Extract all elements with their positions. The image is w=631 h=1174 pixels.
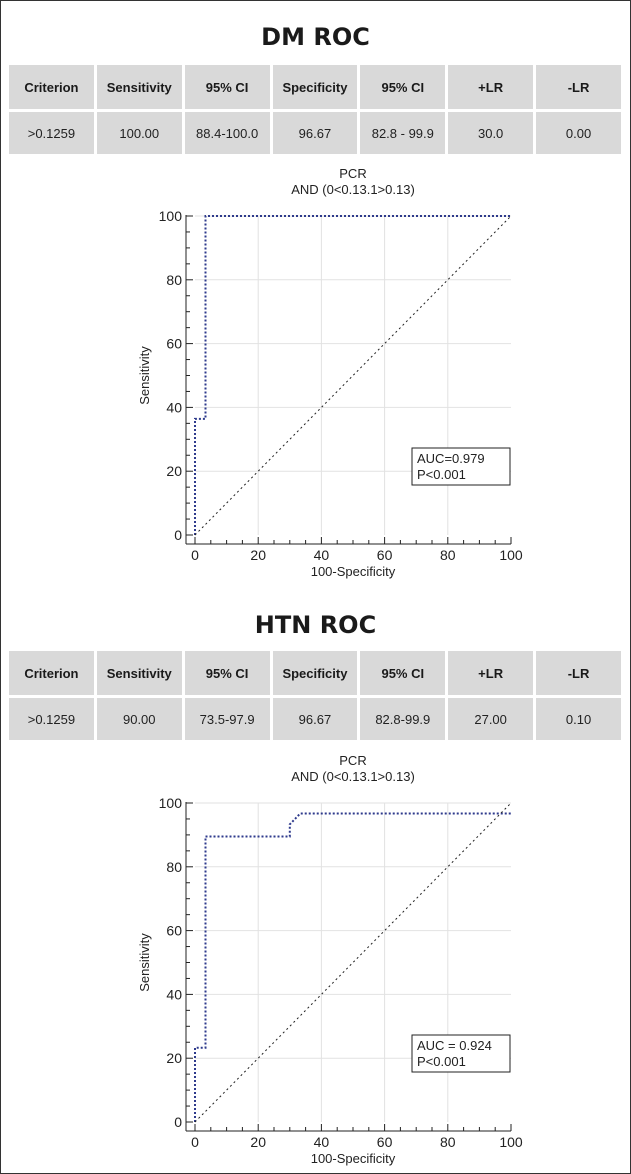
y-tick-label: 80 bbox=[166, 272, 182, 288]
y-tick-label: 100 bbox=[159, 795, 183, 811]
auc-label: AUC = 0.924 bbox=[417, 1038, 492, 1053]
cell-sensitivity-ci: 88.4-100.0 bbox=[184, 112, 270, 154]
header-sensitivity-ci: 95% CI bbox=[184, 651, 270, 695]
annotation-box bbox=[411, 447, 511, 486]
chart-title: PCR bbox=[339, 166, 366, 181]
y-tick-label: 20 bbox=[166, 463, 182, 479]
header-plus-lr: +LR bbox=[448, 651, 534, 695]
cell-plus-lr: 27.00 bbox=[448, 698, 534, 740]
cell-criterion: >0.1259 bbox=[9, 698, 94, 740]
reference-diagonal bbox=[194, 215, 512, 536]
annotation-box bbox=[411, 1034, 511, 1073]
auc-label: AUC=0.979 bbox=[417, 451, 485, 466]
p-value-label: P<0.001 bbox=[417, 1054, 466, 1069]
y-tick-label: 100 bbox=[159, 208, 183, 224]
x-axis-label: 100-Specificity bbox=[311, 564, 396, 579]
x-tick-label: 100 bbox=[499, 547, 523, 563]
htn-stats-table: Criterion Sensitivity 95% CI Specificity… bbox=[6, 648, 624, 743]
chart-subtitle: AND (0<0.13.1>0.13) bbox=[291, 769, 415, 784]
reference-diagonal bbox=[194, 802, 512, 1123]
y-axis-label: Sensitivity bbox=[137, 346, 152, 405]
x-tick-label: 40 bbox=[314, 1134, 330, 1150]
table-row: >0.1259 100.00 88.4-100.0 96.67 82.8 - 9… bbox=[9, 112, 621, 154]
x-tick-label: 60 bbox=[377, 547, 393, 563]
cell-plus-lr: 30.0 bbox=[448, 112, 534, 154]
cell-minus-lr: 0.10 bbox=[536, 698, 621, 740]
cell-sensitivity: 100.00 bbox=[96, 112, 182, 154]
x-tick-label: 0 bbox=[191, 547, 199, 563]
cell-specificity: 96.67 bbox=[272, 698, 358, 740]
p-value-label: P<0.001 bbox=[417, 467, 466, 482]
table-header-row: Criterion Sensitivity 95% CI Specificity… bbox=[9, 651, 621, 695]
chart-title: PCR bbox=[339, 753, 366, 768]
roc-curve bbox=[194, 812, 511, 1122]
x-tick-label: 40 bbox=[314, 547, 330, 563]
x-axis-label: 100-Specificity bbox=[311, 1151, 396, 1166]
header-minus-lr: -LR bbox=[536, 651, 621, 695]
y-tick-label: 20 bbox=[166, 1050, 182, 1066]
chart-subtitle: AND (0<0.13.1>0.13) bbox=[291, 182, 415, 197]
header-plus-lr: +LR bbox=[448, 65, 534, 109]
y-tick-label: 0 bbox=[174, 527, 182, 543]
cell-specificity-ci: 82.8 - 99.9 bbox=[360, 112, 446, 154]
header-sensitivity-ci: 95% CI bbox=[184, 65, 270, 109]
header-specificity: Specificity bbox=[272, 651, 358, 695]
table-row: >0.1259 90.00 73.5-97.9 96.67 82.8-99.9 … bbox=[9, 698, 621, 740]
y-tick-label: 60 bbox=[166, 923, 182, 939]
y-axis-label: Sensitivity bbox=[137, 933, 152, 992]
header-specificity-ci: 95% CI bbox=[360, 65, 446, 109]
cell-minus-lr: 0.00 bbox=[536, 112, 621, 154]
dm-section-title: DM ROC bbox=[261, 23, 370, 51]
cell-sensitivity-ci: 73.5-97.9 bbox=[184, 698, 270, 740]
dm-stats-table: Criterion Sensitivity 95% CI Specificity… bbox=[6, 62, 624, 157]
y-tick-label: 80 bbox=[166, 859, 182, 875]
x-tick-label: 20 bbox=[250, 1134, 266, 1150]
header-criterion: Criterion bbox=[9, 65, 94, 109]
y-tick-label: 40 bbox=[166, 986, 182, 1002]
header-sensitivity: Sensitivity bbox=[96, 651, 182, 695]
cell-specificity-ci: 82.8-99.9 bbox=[360, 698, 446, 740]
cell-sensitivity: 90.00 bbox=[96, 698, 182, 740]
roc-curve bbox=[194, 215, 511, 535]
header-criterion: Criterion bbox=[9, 651, 94, 695]
x-tick-label: 80 bbox=[440, 547, 456, 563]
x-tick-label: 80 bbox=[440, 1134, 456, 1150]
x-tick-label: 20 bbox=[250, 547, 266, 563]
x-tick-label: 0 bbox=[191, 1134, 199, 1150]
x-tick-label: 100 bbox=[499, 1134, 523, 1150]
header-sensitivity: Sensitivity bbox=[96, 65, 182, 109]
y-tick-label: 0 bbox=[174, 1114, 182, 1130]
y-tick-label: 60 bbox=[166, 336, 182, 352]
header-specificity: Specificity bbox=[272, 65, 358, 109]
cell-specificity: 96.67 bbox=[272, 112, 358, 154]
x-tick-label: 60 bbox=[377, 1134, 393, 1150]
cell-criterion: >0.1259 bbox=[9, 112, 94, 154]
htn-section-title: HTN ROC bbox=[254, 611, 377, 639]
header-minus-lr: -LR bbox=[536, 65, 621, 109]
table-header-row: Criterion Sensitivity 95% CI Specificity… bbox=[9, 65, 621, 109]
y-tick-label: 40 bbox=[166, 399, 182, 415]
header-specificity-ci: 95% CI bbox=[360, 651, 446, 695]
